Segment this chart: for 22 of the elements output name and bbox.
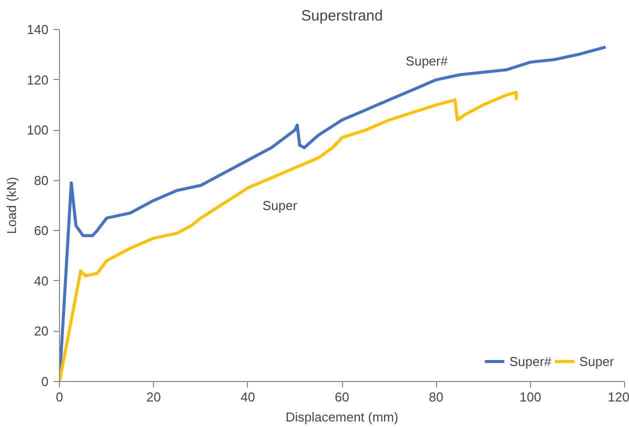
x-tick-label: 0 — [56, 390, 64, 404]
x-axis-title: Displacement (mm) — [286, 410, 398, 424]
x-tick-label: 20 — [146, 390, 161, 404]
y-tick-label: 120 — [26, 72, 49, 88]
x-tick-label: 60 — [334, 390, 350, 404]
x-tick-label: 100 — [519, 390, 542, 404]
y-tick-label: 20 — [34, 324, 49, 339]
y-tick-label: 80 — [34, 172, 49, 188]
y-axis-title: Load (kN) — [4, 176, 19, 234]
x-tick-label: 40 — [240, 390, 256, 404]
y-tick-label: 100 — [26, 122, 49, 138]
x-tick-label: 80 — [428, 390, 444, 404]
legend-label: Super# — [509, 354, 552, 368]
annotation: Super# — [406, 54, 448, 69]
y-tick-label: 60 — [34, 223, 49, 238]
chart-title: Superstrand — [301, 8, 383, 24]
legend-label: Super — [579, 354, 614, 368]
y-tick-label: 140 — [26, 22, 49, 37]
y-tick-label: 40 — [34, 273, 49, 288]
x-tick-label: 120 — [608, 390, 629, 404]
y-tick-label: 0 — [41, 374, 49, 389]
annotation: Super — [262, 198, 298, 213]
